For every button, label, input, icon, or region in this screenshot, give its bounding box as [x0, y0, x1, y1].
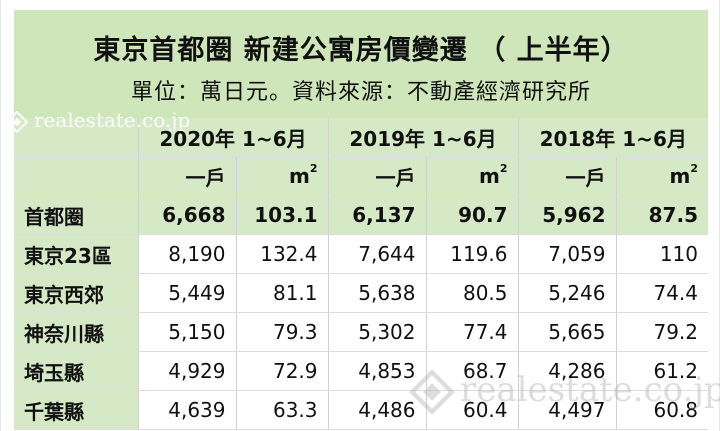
data-cell: 132.4: [236, 234, 329, 274]
region-label: 東京西郊: [14, 273, 139, 313]
table-row: 首都圈 6,668 103.1 6,137 90.7 5,962 87.5: [14, 195, 708, 235]
table-title: 東京首都圈 新建公寓房價變遷 （ 上半年）: [93, 35, 629, 66]
data-cell: 87.5: [616, 195, 708, 235]
data-cell: 79.3: [236, 312, 329, 352]
corner-cell: [14, 118, 139, 157]
grid-line: [0, 0, 1, 431]
data-cell: 119.6: [426, 234, 519, 274]
price-table: 2020年 1~6月 2019年 1~6月 2018年 1~6月 一戶 m2 一…: [14, 118, 708, 430]
unit-per-sqm: m2: [616, 156, 708, 196]
data-cell: 5,449: [138, 273, 237, 313]
unit-per-sqm: m2: [236, 156, 329, 196]
table-row: 千葉縣 4,639 63.3 4,486 60.4 4,497 60.8: [14, 390, 708, 430]
data-cell: 8,190: [138, 234, 237, 274]
data-cell: 4,286: [518, 351, 617, 391]
region-label: 首都圈: [14, 195, 139, 235]
data-cell: 5,665: [518, 312, 617, 352]
data-cell: 5,246: [518, 273, 617, 313]
data-cell: 63.3: [236, 390, 329, 430]
data-cell: 110: [616, 234, 708, 274]
data-cell: 4,497: [518, 390, 617, 430]
data-cell: 7,644: [328, 234, 427, 274]
data-cell: 5,638: [328, 273, 427, 313]
unit-per-unit: 一戶: [328, 156, 427, 196]
data-cell: 5,302: [328, 312, 427, 352]
data-cell: 60.4: [426, 390, 519, 430]
data-cell: 68.7: [426, 351, 519, 391]
region-label: 千葉縣: [14, 390, 139, 430]
unit-per-unit: 一戶: [138, 156, 237, 196]
region-label: 東京23區: [14, 234, 139, 274]
unit-per-unit: 一戶: [518, 156, 617, 196]
region-label: 埼玉縣: [14, 351, 139, 391]
data-cell: 81.1: [236, 273, 329, 313]
data-cell: 79.2: [616, 312, 708, 352]
year-header-2020: 2020年 1~6月: [138, 118, 329, 157]
data-cell: 103.1: [236, 195, 329, 235]
table-row: 東京23區 8,190 132.4 7,644 119.6 7,059 110: [14, 234, 708, 274]
data-cell: 80.5: [426, 273, 519, 313]
data-cell: 77.4: [426, 312, 519, 352]
data-cell: 6,668: [138, 195, 237, 235]
table-row: 東京西郊 5,449 81.1 5,638 80.5 5,246 74.4: [14, 273, 708, 313]
data-cell: 4,486: [328, 390, 427, 430]
data-cell: 90.7: [426, 195, 519, 235]
corner-cell: [14, 156, 139, 196]
data-cell: 4,853: [328, 351, 427, 391]
data-cell: 61.2: [616, 351, 708, 391]
region-label: 神奈川縣: [14, 312, 139, 352]
table-subtitle: 單位：萬日元。資料來源：不動產經濟研究所: [130, 80, 591, 105]
data-cell: 5,962: [518, 195, 617, 235]
table-row: 埼玉縣 4,929 72.9 4,853 68.7 4,286 61.2: [14, 351, 708, 391]
data-cell: 6,137: [328, 195, 427, 235]
data-cell: 72.9: [236, 351, 329, 391]
data-cell: 7,059: [518, 234, 617, 274]
data-cell: 4,929: [138, 351, 237, 391]
title-banner: 東京首都圈 新建公寓房價變遷 （ 上半年） 單位：萬日元。資料來源：不動產經濟研…: [14, 10, 708, 118]
data-cell: 74.4: [616, 273, 708, 313]
data-cell: 60.8: [616, 390, 708, 430]
year-header-2018: 2018年 1~6月: [518, 118, 708, 157]
year-header-2019: 2019年 1~6月: [328, 118, 519, 157]
unit-per-sqm: m2: [426, 156, 519, 196]
data-cell: 5,150: [138, 312, 237, 352]
data-cell: 4,639: [138, 390, 237, 430]
table-row: 神奈川縣 5,150 79.3 5,302 77.4 5,665 79.2: [14, 312, 708, 352]
year-header-row: 2020年 1~6月 2019年 1~6月 2018年 1~6月: [14, 118, 708, 157]
unit-header-row: 一戶 m2 一戶 m2 一戶 m2: [14, 156, 708, 196]
